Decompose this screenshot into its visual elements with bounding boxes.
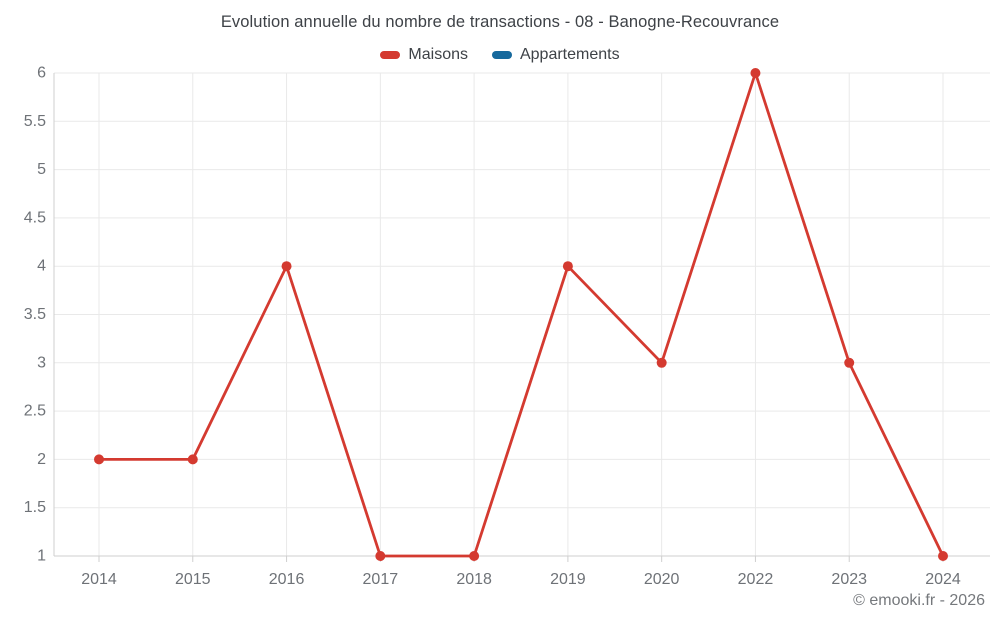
legend-label-maisons: Maisons <box>408 46 468 63</box>
y-axis-tick-label: 3 <box>37 354 46 371</box>
data-point-maisons-2018[interactable] <box>469 551 480 561</box>
x-axis-tick-label: 2018 <box>456 571 492 588</box>
x-axis-tick-label: 2020 <box>644 571 680 588</box>
x-axis-tick-label: 2014 <box>81 571 117 588</box>
x-axis-tick-label: 2016 <box>269 571 305 588</box>
y-axis-tick-label: 2.5 <box>24 403 46 420</box>
copyright-footer: © emooki.fr - 2026 <box>853 592 985 609</box>
data-point-maisons-2015[interactable] <box>187 454 198 465</box>
data-point-maisons-2017[interactable] <box>375 551 386 561</box>
y-axis-tick-label: 1.5 <box>24 499 46 516</box>
y-axis-tick-label: 1 <box>37 548 46 565</box>
y-axis-tick-label: 5.5 <box>24 113 46 130</box>
data-point-maisons-2020[interactable] <box>656 357 667 368</box>
y-axis-tick-label: 4 <box>37 258 46 275</box>
y-axis-tick-label: 3.5 <box>24 306 46 323</box>
legend-swatch-appartements-icon <box>491 51 512 59</box>
legend-swatch-maisons-icon <box>380 51 401 59</box>
x-axis-tick-label: 2017 <box>363 571 399 588</box>
y-axis-tick-label: 2 <box>37 451 46 468</box>
legend-item-appartements[interactable]: Appartements <box>491 46 620 64</box>
y-axis-tick-label: 6 <box>37 65 46 82</box>
x-axis-tick-label: 2015 <box>175 571 211 588</box>
chart-title: Evolution annuelle du nombre de transact… <box>220 13 780 31</box>
x-axis-tick-label: 2019 <box>550 571 586 588</box>
y-axis-tick-label: 5 <box>37 161 46 178</box>
data-point-maisons-2016[interactable] <box>281 261 292 272</box>
legend-item-maisons[interactable]: Maisons <box>380 46 468 64</box>
x-axis-tick-label: 2024 <box>925 571 961 588</box>
legend-label-appartements: Appartements <box>519 46 620 63</box>
data-point-maisons-2019[interactable] <box>562 261 573 272</box>
y-axis-tick-label: 4.5 <box>24 209 46 226</box>
data-point-maisons-2022[interactable] <box>750 68 761 78</box>
data-point-maisons-2023[interactable] <box>844 357 855 368</box>
x-axis-tick-label: 2023 <box>831 571 867 588</box>
legend: Maisons Appartements <box>0 44 1000 66</box>
data-point-maisons-2024[interactable] <box>938 551 948 561</box>
x-axis-tick-label: 2022 <box>738 571 774 588</box>
data-point-maisons-2014[interactable] <box>94 454 104 465</box>
series-line-maisons <box>97 71 945 558</box>
